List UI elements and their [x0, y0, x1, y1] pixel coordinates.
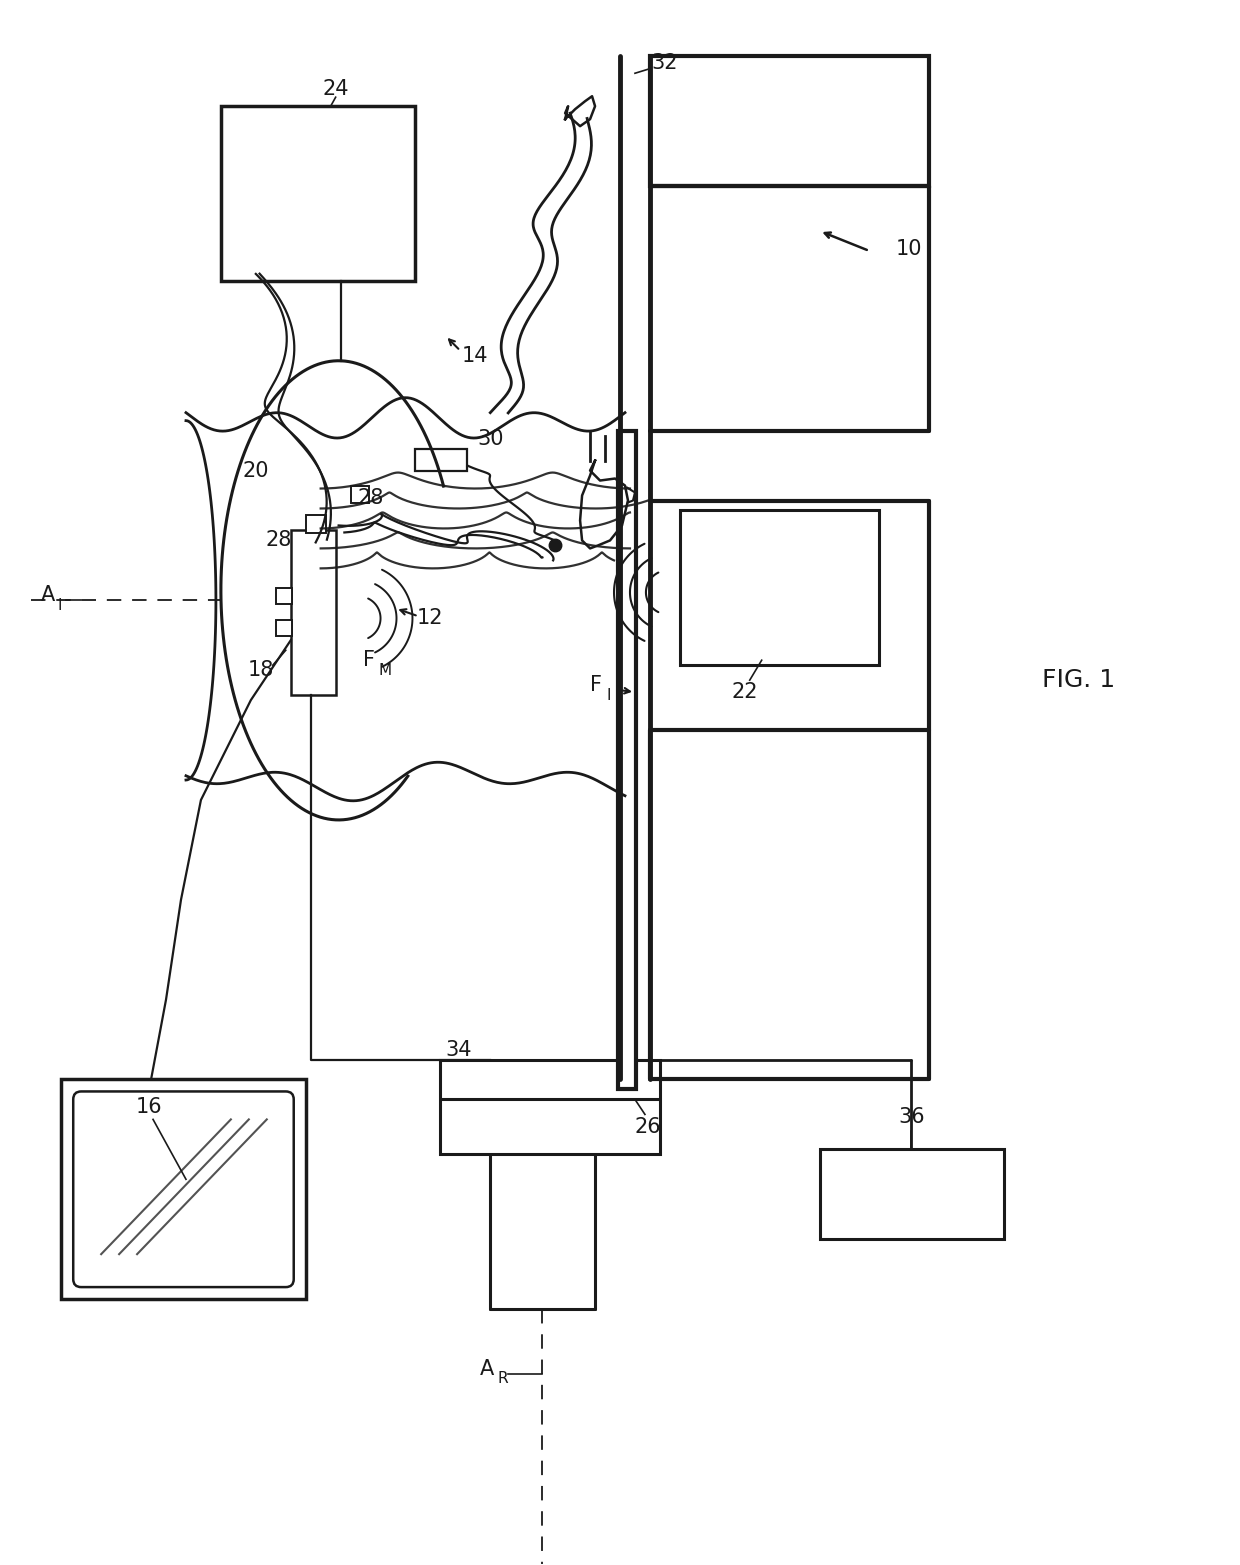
Text: 10: 10	[897, 239, 923, 258]
Text: 12: 12	[417, 609, 444, 628]
Bar	[820, 1149, 1004, 1239]
Text: 18: 18	[248, 660, 274, 681]
Text: M: M	[378, 662, 392, 678]
Text: 14: 14	[463, 346, 489, 366]
Bar	[275, 620, 291, 637]
Bar	[351, 485, 368, 504]
Text: F: F	[590, 675, 603, 695]
Text: F: F	[362, 649, 374, 670]
Bar	[650, 56, 929, 186]
Text: 34: 34	[445, 1039, 471, 1060]
Text: 22: 22	[732, 682, 758, 703]
Text: I: I	[606, 687, 610, 703]
Text: R: R	[497, 1371, 508, 1387]
Bar	[618, 430, 636, 1089]
Text: 16: 16	[135, 1097, 162, 1117]
Bar	[306, 515, 326, 534]
Text: 28: 28	[357, 488, 383, 507]
Text: 26: 26	[635, 1117, 661, 1138]
Text: 30: 30	[477, 429, 503, 449]
Bar	[275, 588, 291, 604]
Text: FIG. 1: FIG. 1	[1043, 668, 1116, 692]
Text: 28: 28	[265, 531, 291, 551]
FancyBboxPatch shape	[73, 1091, 294, 1286]
Text: 32: 32	[652, 53, 678, 74]
Text: A: A	[41, 585, 56, 606]
Bar	[61, 1080, 306, 1299]
Text: 24: 24	[322, 80, 348, 99]
Text: 36: 36	[898, 1108, 925, 1127]
Text: I: I	[57, 598, 62, 613]
Text: 20: 20	[243, 460, 269, 480]
Bar	[415, 449, 467, 471]
Bar	[680, 510, 879, 665]
Bar	[221, 106, 415, 280]
Bar	[290, 531, 336, 695]
Text: A: A	[480, 1358, 495, 1379]
Bar	[440, 1060, 660, 1155]
